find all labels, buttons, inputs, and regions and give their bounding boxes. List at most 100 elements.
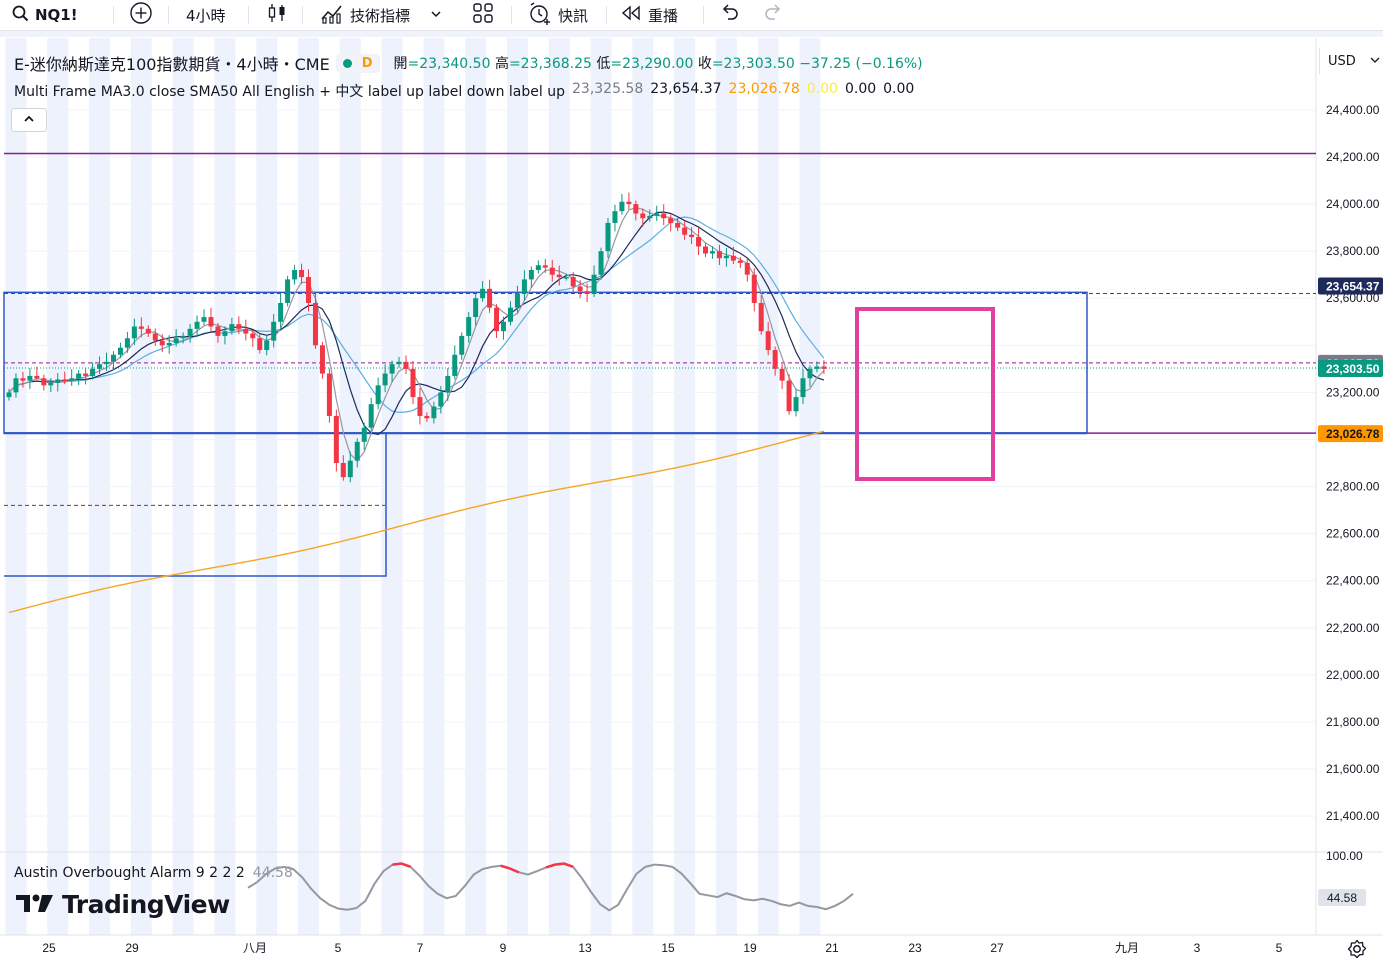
chevron-down-icon[interactable] bbox=[430, 6, 442, 24]
candle-body bbox=[514, 293, 520, 308]
candle-body bbox=[138, 326, 144, 329]
candle-body bbox=[556, 274, 562, 278]
candle-body bbox=[208, 317, 214, 327]
price-label-text: 23,654.37 bbox=[1326, 279, 1380, 293]
oscillator-value: 44.58 bbox=[252, 865, 293, 881]
candle-body bbox=[507, 307, 513, 322]
candle-body bbox=[354, 441, 360, 461]
candle-body bbox=[382, 373, 388, 386]
candle-body bbox=[110, 354, 116, 362]
sma-long-line bbox=[8, 430, 825, 614]
candle-body bbox=[473, 298, 479, 318]
undo-button[interactable] bbox=[719, 4, 739, 26]
candle-body bbox=[41, 378, 47, 386]
price-tick-label: 22,000.00 bbox=[1326, 668, 1380, 682]
time-tick-label: 21 bbox=[825, 941, 839, 955]
candle-body bbox=[647, 215, 653, 219]
candle-body bbox=[201, 317, 207, 322]
candle-body bbox=[779, 368, 785, 381]
candle-body bbox=[487, 288, 493, 308]
price-tick-label: 23,600.00 bbox=[1326, 291, 1380, 305]
currency-selector[interactable]: USD bbox=[1319, 48, 1383, 74]
compare-button[interactable] bbox=[129, 2, 153, 26]
candle-body bbox=[62, 379, 68, 381]
price-label-bg bbox=[1318, 277, 1383, 295]
indicators-button[interactable]: 技術指標 bbox=[320, 4, 442, 26]
oscillator-overbought bbox=[545, 862, 574, 869]
indicators-label: 技術指標 bbox=[350, 6, 411, 25]
candle-body bbox=[187, 328, 193, 336]
layout-button[interactable] bbox=[472, 3, 494, 26]
candle-body bbox=[194, 321, 200, 329]
candles bbox=[6, 192, 827, 483]
candle-body bbox=[319, 345, 325, 374]
candle-body bbox=[278, 302, 284, 322]
time-tick-label: 7 bbox=[417, 941, 424, 955]
candle-body bbox=[800, 378, 806, 398]
price-label-text: 23,026.78 bbox=[1326, 427, 1380, 441]
candle-body bbox=[340, 463, 346, 478]
chart-type-button[interactable] bbox=[266, 4, 288, 26]
time-tick-label: 13 bbox=[578, 941, 592, 955]
target-box bbox=[855, 307, 995, 481]
candle-body bbox=[438, 392, 444, 407]
candle-body bbox=[326, 373, 332, 416]
candle-body bbox=[821, 366, 827, 369]
candle-body bbox=[591, 274, 597, 294]
price-tick-label: 22,200.00 bbox=[1326, 621, 1380, 635]
time-tick-label: 15 bbox=[661, 941, 675, 955]
settings-gear-icon[interactable] bbox=[1346, 938, 1368, 960]
brand-label: TradingView bbox=[62, 890, 230, 919]
candle-body bbox=[13, 378, 19, 393]
price-tick-label: 24,000.00 bbox=[1326, 197, 1380, 211]
symbol-search[interactable]: NQ1! bbox=[12, 4, 78, 26]
indicator-name: Multi Frame MA3.0 close SMA50 All Englis… bbox=[14, 84, 565, 100]
chevron-down-icon bbox=[1370, 54, 1380, 69]
redo-button[interactable] bbox=[764, 4, 784, 26]
oscillator-tick: 100.00 bbox=[1326, 849, 1363, 863]
indicator-legend[interactable]: Multi Frame MA3.0 close SMA50 All Englis… bbox=[14, 81, 914, 101]
candle-body bbox=[793, 397, 799, 412]
price-tick-label: 24,400.00 bbox=[1326, 103, 1380, 117]
price-axis: 24,400.00 24,200.00 24,000.00 23,800.00 23,6… bbox=[1326, 103, 1380, 823]
candle-body bbox=[528, 269, 534, 280]
candle-body bbox=[76, 373, 82, 379]
ma-fast-line bbox=[8, 206, 825, 462]
toolbar-divider bbox=[0, 31, 1383, 37]
candle-body bbox=[389, 364, 395, 374]
candle-body bbox=[744, 262, 750, 275]
time-tick-label: 27 bbox=[990, 941, 1004, 955]
interval-button[interactable]: 4小時 bbox=[186, 4, 226, 26]
symbol-label: NQ1! bbox=[35, 6, 78, 24]
market-status[interactable]: D bbox=[335, 53, 380, 73]
candle-body bbox=[145, 328, 151, 334]
candle-body bbox=[605, 222, 611, 252]
rewind-icon bbox=[620, 4, 642, 26]
candle-body bbox=[570, 277, 576, 287]
candle-body bbox=[97, 364, 103, 369]
market-open-dot bbox=[342, 58, 352, 68]
candle-body bbox=[333, 415, 339, 464]
symbol-title[interactable]: E-迷你納斯達克100指數期貨・4小時・CME bbox=[14, 55, 330, 74]
tradingview-logo-icon bbox=[16, 890, 54, 919]
grid-lines bbox=[0, 38, 1383, 936]
candles-icon bbox=[266, 2, 288, 28]
candle-body bbox=[640, 213, 646, 219]
ma-mid-line bbox=[8, 211, 825, 436]
candle-body bbox=[577, 286, 583, 292]
candle-body bbox=[375, 385, 381, 405]
replay-button[interactable]: 重播 bbox=[620, 4, 678, 26]
tradingview-logo[interactable]: TradingView bbox=[16, 890, 230, 919]
oscillator-legend[interactable]: Austin Overbought Alarm 9 2 2 2 44.58 bbox=[14, 865, 293, 881]
collapse-legend-button[interactable] bbox=[11, 108, 47, 132]
candle-body bbox=[786, 380, 792, 412]
candle-body bbox=[305, 277, 311, 303]
candle-body bbox=[34, 375, 40, 379]
candle-body bbox=[299, 269, 305, 278]
time-tick-label: 九月 bbox=[1115, 941, 1139, 955]
price-tick-label: 23,800.00 bbox=[1326, 244, 1380, 258]
candle-body bbox=[131, 326, 137, 339]
alert-button[interactable]: 快訊 bbox=[528, 2, 588, 26]
